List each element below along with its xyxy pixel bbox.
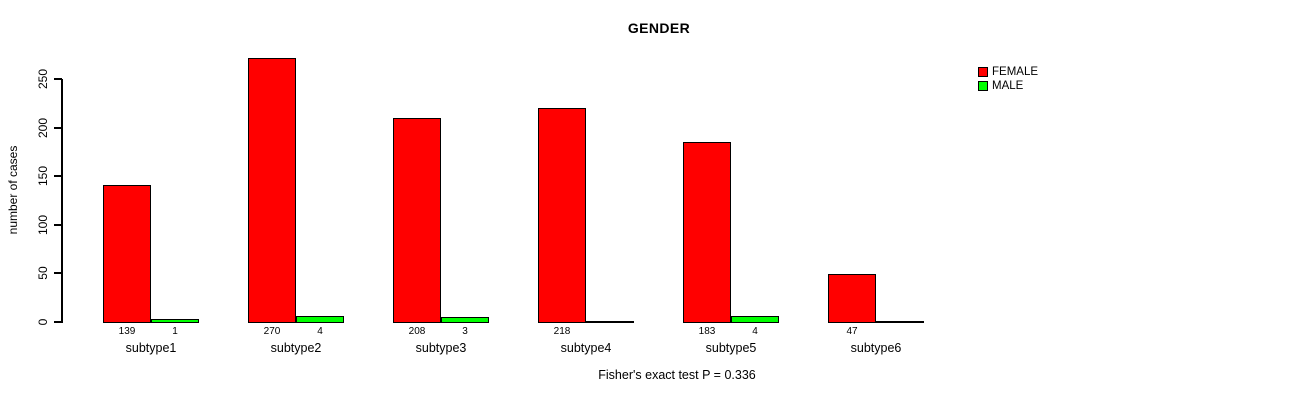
y-axis-title: number of cases xyxy=(6,145,20,235)
bar-female-subtype3 xyxy=(393,118,441,323)
bar-male-subtype5 xyxy=(731,316,779,323)
value-label-female-subtype2: 270 xyxy=(263,326,281,337)
bar-female-subtype4 xyxy=(538,108,586,323)
value-label-female-subtype6: 47 xyxy=(846,326,858,337)
y-tick xyxy=(54,78,62,80)
value-label-male-subtype5: 4 xyxy=(752,326,758,337)
x-axis-baseline xyxy=(538,321,634,323)
value-label-male-subtype3: 3 xyxy=(462,326,468,337)
x-tick-label-subtype4: subtype4 xyxy=(560,341,612,355)
legend: FEMALE MALE xyxy=(978,65,1038,93)
bar-male-subtype3 xyxy=(441,317,489,323)
x-tick-label-subtype1: subtype1 xyxy=(125,341,177,355)
value-label-female-subtype4: 218 xyxy=(553,326,571,337)
bar-female-subtype5 xyxy=(683,142,731,323)
bar-male-subtype1 xyxy=(151,319,199,323)
statistical-test-note: Fisher's exact test P = 0.336 xyxy=(598,368,756,382)
x-axis-baseline xyxy=(828,321,924,323)
y-tick xyxy=(54,321,62,323)
x-tick-label-subtype3: subtype3 xyxy=(415,341,467,355)
bar-female-subtype1 xyxy=(103,185,151,323)
legend-label: FEMALE xyxy=(992,66,1039,78)
value-label-female-subtype3: 208 xyxy=(408,326,426,337)
x-tick-label-subtype5: subtype5 xyxy=(705,341,757,355)
y-tick xyxy=(54,223,62,226)
y-axis-line xyxy=(61,79,63,323)
bar-female-subtype2 xyxy=(248,58,296,323)
y-tick xyxy=(54,272,62,275)
x-tick-label-subtype2: subtype2 xyxy=(270,341,322,355)
value-label-male-subtype1: 1 xyxy=(172,326,178,337)
legend-item-male: MALE xyxy=(978,79,1038,93)
legend-item-female: FEMALE xyxy=(978,65,1038,79)
chart-title: GENDER xyxy=(627,20,691,36)
value-label-male-subtype2: 4 xyxy=(317,326,323,337)
legend-label: MALE xyxy=(992,80,1024,92)
value-label-female-subtype5: 183 xyxy=(698,326,716,337)
x-tick-label-subtype6: subtype6 xyxy=(850,341,902,355)
bar-male-subtype2 xyxy=(296,316,344,323)
bar-female-subtype6 xyxy=(828,274,876,323)
value-label-female-subtype1: 139 xyxy=(118,326,136,337)
y-tick xyxy=(54,175,62,178)
y-tick xyxy=(54,126,62,129)
legend-swatch-male xyxy=(978,81,988,91)
y-tick-label: 250 xyxy=(36,68,50,90)
legend-swatch-female xyxy=(978,67,988,77)
